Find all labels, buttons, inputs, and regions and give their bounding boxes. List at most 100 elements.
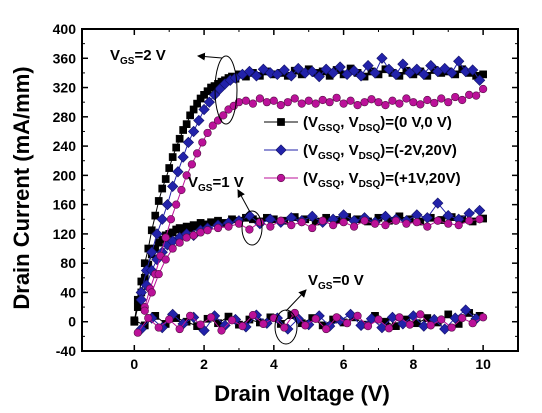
- series-1-point: [146, 246, 158, 258]
- series-2-point: [465, 90, 474, 99]
- tick-labels: -40 0 40 80 120 160 200 240 280 320 360 400 0 2 4 6 8 10: [53, 21, 518, 372]
- series-2-point: [458, 313, 467, 323]
- series-2-point: [196, 320, 205, 329]
- series-2-point: [297, 99, 306, 108]
- legend-marker-1: [275, 144, 287, 156]
- series-2-point: [304, 96, 313, 105]
- series-2-point: [301, 321, 310, 330]
- series-1-point: [348, 65, 360, 77]
- series-1-point: [390, 68, 402, 80]
- series-2-point: [402, 219, 411, 228]
- y-tick-label: 40: [60, 284, 76, 300]
- series-2-point: [144, 313, 153, 323]
- series-1-point: [264, 67, 276, 79]
- series-1-point: [418, 68, 430, 80]
- series-1-point: [460, 304, 472, 316]
- ellipse-vgs-2v: [214, 55, 238, 125]
- y-tick-label: 240: [53, 138, 77, 154]
- series-2-point: [276, 101, 285, 110]
- series-1-point: [306, 65, 318, 78]
- series-2-point: [189, 231, 198, 240]
- series-1-point: [425, 59, 437, 72]
- y-tick-label: 120: [53, 226, 77, 242]
- series-2-point: [165, 315, 174, 324]
- series-1-point: [193, 114, 205, 127]
- series-2-point: [353, 101, 362, 110]
- series-2-point: [381, 101, 390, 110]
- series-2-point: [349, 222, 359, 231]
- series-2-point: [325, 98, 334, 107]
- x-tick-label: 4: [270, 356, 278, 372]
- ellipse-vgs-1v: [241, 210, 263, 246]
- series-2-point: [161, 255, 170, 264]
- series-1-point: [453, 55, 465, 67]
- series-2-point: [370, 219, 380, 228]
- series-2-point: [412, 218, 421, 227]
- series-2-point: [154, 270, 163, 279]
- series-2-point: [444, 219, 453, 228]
- series-2-point: [395, 313, 404, 322]
- series-1-point: [292, 62, 304, 75]
- series-2-point: [318, 216, 327, 225]
- series-2-point: [224, 222, 233, 231]
- series-1-point: [172, 166, 184, 178]
- arrow-vgs-1v: [237, 189, 251, 213]
- series-2-point: [472, 91, 481, 100]
- series-2-point: [175, 324, 184, 334]
- annotations: VGS=2 V VGS=1 V VGS=0 V: [110, 47, 364, 345]
- series-1-point: [344, 308, 357, 321]
- series-2-point: [248, 99, 258, 108]
- series-2-point: [161, 233, 170, 242]
- series-1-point: [439, 62, 451, 75]
- x-tick-label: 6: [340, 356, 348, 372]
- series-1-point: [355, 70, 367, 82]
- series-1-point: [467, 64, 479, 76]
- series-2-point: [353, 311, 362, 320]
- series-2-point: [416, 310, 425, 319]
- series-1-point: [369, 67, 381, 79]
- series-0-point: [151, 211, 160, 220]
- series-2-point: [248, 311, 258, 320]
- series-2-point: [437, 315, 446, 324]
- series-2-point: [458, 95, 467, 105]
- series-2-point: [423, 222, 432, 231]
- series-2-point: [219, 111, 228, 120]
- series-2-point: [374, 98, 383, 107]
- series-2-point: [203, 128, 212, 138]
- series-2-point: [147, 288, 156, 297]
- series-2-point: [308, 223, 317, 233]
- series-2-point: [381, 221, 390, 230]
- series-0-point: [479, 70, 487, 79]
- series-2-point: [367, 95, 376, 104]
- series-2-point: [297, 218, 306, 227]
- series-1-point: [397, 58, 409, 70]
- series-2-point: [465, 216, 474, 225]
- series-2-point: [177, 185, 186, 195]
- series-2-point: [311, 99, 320, 108]
- series-2-point: [187, 160, 196, 169]
- series-2-point: [468, 319, 477, 328]
- series-2-point: [374, 315, 383, 324]
- arrow-vgs-0v: [285, 289, 307, 312]
- series-0-line-2: [134, 312, 480, 327]
- series-2-point: [479, 313, 488, 322]
- arrow-vgs-2v: [197, 52, 223, 61]
- series-2-point: [342, 319, 352, 328]
- series-1-point: [411, 63, 423, 75]
- series-2-point: [255, 94, 264, 103]
- series-2-point: [182, 233, 191, 242]
- series-2-point: [409, 98, 418, 107]
- series-2-point: [166, 215, 176, 224]
- legend-entry-1: (VGSQ, VDSQ)=(-2V,20V): [303, 142, 457, 162]
- series-2-point: [318, 95, 327, 105]
- series-2-point: [423, 95, 432, 105]
- series-1-point: [243, 65, 256, 78]
- x-axis-title: Drain Voltage (V): [214, 381, 390, 406]
- series-2-line-2: [137, 312, 484, 333]
- legend: (VGSQ, VDSQ)=(0 V,0 V) (VGSQ, VDSQ)=(-2V,…: [264, 114, 461, 190]
- series-2-point: [479, 84, 488, 94]
- x-tick-label: 10: [475, 356, 491, 372]
- x-tick-label: 0: [130, 356, 138, 372]
- series-0-point: [133, 303, 142, 311]
